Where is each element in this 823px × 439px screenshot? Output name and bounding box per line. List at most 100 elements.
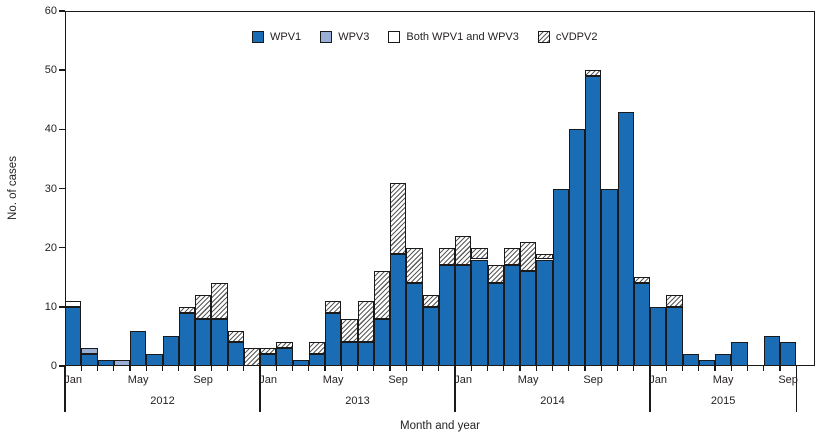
bar-segment-cvdpv2 [308, 342, 325, 355]
bar-segment-cvdpv2 [438, 247, 455, 266]
bar-segment-wpv1 [698, 360, 715, 366]
bar-segment-cvdpv2 [536, 253, 553, 260]
bar-segment-wpv1 [633, 283, 650, 366]
bar-segment-cvdpv2 [487, 265, 504, 284]
month-tick [681, 366, 684, 371]
year-separator [259, 366, 261, 412]
bar-segment-wpv1 [650, 306, 667, 366]
bar-segment-wpv1 [227, 342, 244, 366]
month-tick-label: Jan [64, 374, 82, 386]
bar-segment-cvdpv2 [243, 348, 260, 366]
bar-segment-cvdpv2 [276, 342, 293, 349]
bar-segment-wpv1 [308, 354, 325, 366]
bar-segment-wpv1 [487, 283, 504, 366]
y-axis-tick [59, 246, 65, 249]
month-tick [486, 366, 489, 371]
month-tick [421, 366, 424, 371]
bar-segment-wpv1 [276, 348, 293, 366]
year-label: 2012 [150, 395, 175, 407]
wpv3-swatch [320, 31, 333, 43]
legend-item-wpv1: WPV1 [252, 31, 301, 43]
year-separator [649, 366, 651, 412]
legend-label-cvdpv2: cVDPV2 [555, 31, 598, 43]
bar-segment-wpv1 [617, 111, 634, 366]
bar-segment-wpv1 [162, 336, 179, 366]
y-tick-label: 20 [44, 241, 57, 254]
bar-segment-both [65, 300, 82, 307]
year-separator [454, 366, 456, 412]
month-tick [730, 366, 732, 371]
month-tick [438, 366, 440, 371]
bar-segment-cvdpv2 [178, 306, 195, 313]
month-tick [763, 366, 765, 371]
bar-segment-wpv1 [585, 76, 602, 366]
bar-segment-cvdpv2 [195, 295, 212, 319]
bar-segment-cvdpv2 [325, 300, 342, 313]
month-tick [194, 366, 196, 371]
bar-segment-cvdpv2 [211, 283, 228, 319]
bar-segment-wpv1 [763, 336, 780, 366]
month-tick-label: May [712, 374, 734, 386]
month-tick [616, 366, 619, 371]
bar-segment-wpv1 [373, 318, 390, 366]
month-tick [373, 366, 375, 371]
bar-segment-cvdpv2 [520, 241, 537, 272]
month-tick [96, 366, 99, 371]
month-tick [226, 366, 229, 371]
bar-segment-cvdpv2 [373, 271, 390, 319]
bar-segment-wpv3 [113, 360, 130, 366]
y-axis-tick [59, 10, 65, 12]
legend-item-wpv3: WPV3 [320, 31, 369, 43]
bar-segment-cvdpv2 [341, 318, 358, 343]
bar-segment-cvdpv2 [455, 235, 472, 266]
year-label: 2013 [345, 395, 370, 407]
both-swatch [388, 31, 401, 43]
legend: WPV1 WPV3 Both WPV1 and WPV3 cVDPV2 [252, 31, 597, 43]
bar-segment-cvdpv2 [471, 247, 488, 260]
month-tick [568, 366, 570, 371]
month-tick [779, 366, 781, 371]
bar-segment-wpv1 [65, 306, 82, 366]
bar-segment-wpv1 [195, 318, 212, 366]
year-separator [795, 366, 797, 412]
bar-segment-cvdpv2 [390, 182, 407, 254]
bar-segment-wpv1 [406, 283, 423, 366]
bar-segment-wpv1 [260, 354, 277, 366]
y-tick-label: 60 [44, 5, 57, 17]
month-tick-label: Sep [193, 374, 213, 386]
bar-segment-cvdpv2 [633, 277, 650, 284]
month-tick-label: May [322, 374, 344, 386]
month-tick [714, 366, 716, 371]
bar-segment-wpv1 [325, 312, 342, 366]
bar-segment-wpv1 [536, 259, 553, 366]
bar-segment-wpv1 [715, 354, 732, 366]
y-tick-label: 40 [44, 123, 57, 136]
month-tick [178, 366, 180, 371]
month-tick-label: Jan [259, 374, 277, 386]
bar-segment-wpv1 [178, 312, 195, 366]
y-axis-tick [59, 306, 65, 308]
month-tick [405, 366, 407, 371]
y-axis-tick [59, 128, 65, 131]
legend-item-both: Both WPV1 and WPV3 [388, 31, 519, 43]
cvdpv2-swatch [537, 31, 550, 43]
wpv1-swatch [252, 31, 264, 43]
bar-segment-cvdpv2 [585, 70, 602, 77]
month-tick [633, 366, 635, 371]
month-tick [145, 366, 147, 371]
bar-segment-wpv1 [455, 265, 472, 366]
month-tick [80, 366, 82, 371]
bar-segment-wpv1 [357, 342, 374, 366]
month-tick-label: Jan [454, 374, 472, 386]
bar-segment-wpv1 [552, 188, 569, 366]
bar-segment-cvdpv2 [503, 247, 520, 266]
legend-label-wpv1: WPV1 [270, 31, 302, 43]
month-tick [308, 366, 310, 371]
month-tick-label: Jan [649, 374, 667, 386]
year-label: 2014 [540, 395, 565, 407]
month-tick-label: Sep [583, 374, 603, 386]
bar-segment-wpv1 [211, 318, 228, 366]
month-tick [746, 366, 749, 371]
month-tick [698, 366, 700, 371]
month-tick [535, 366, 537, 371]
